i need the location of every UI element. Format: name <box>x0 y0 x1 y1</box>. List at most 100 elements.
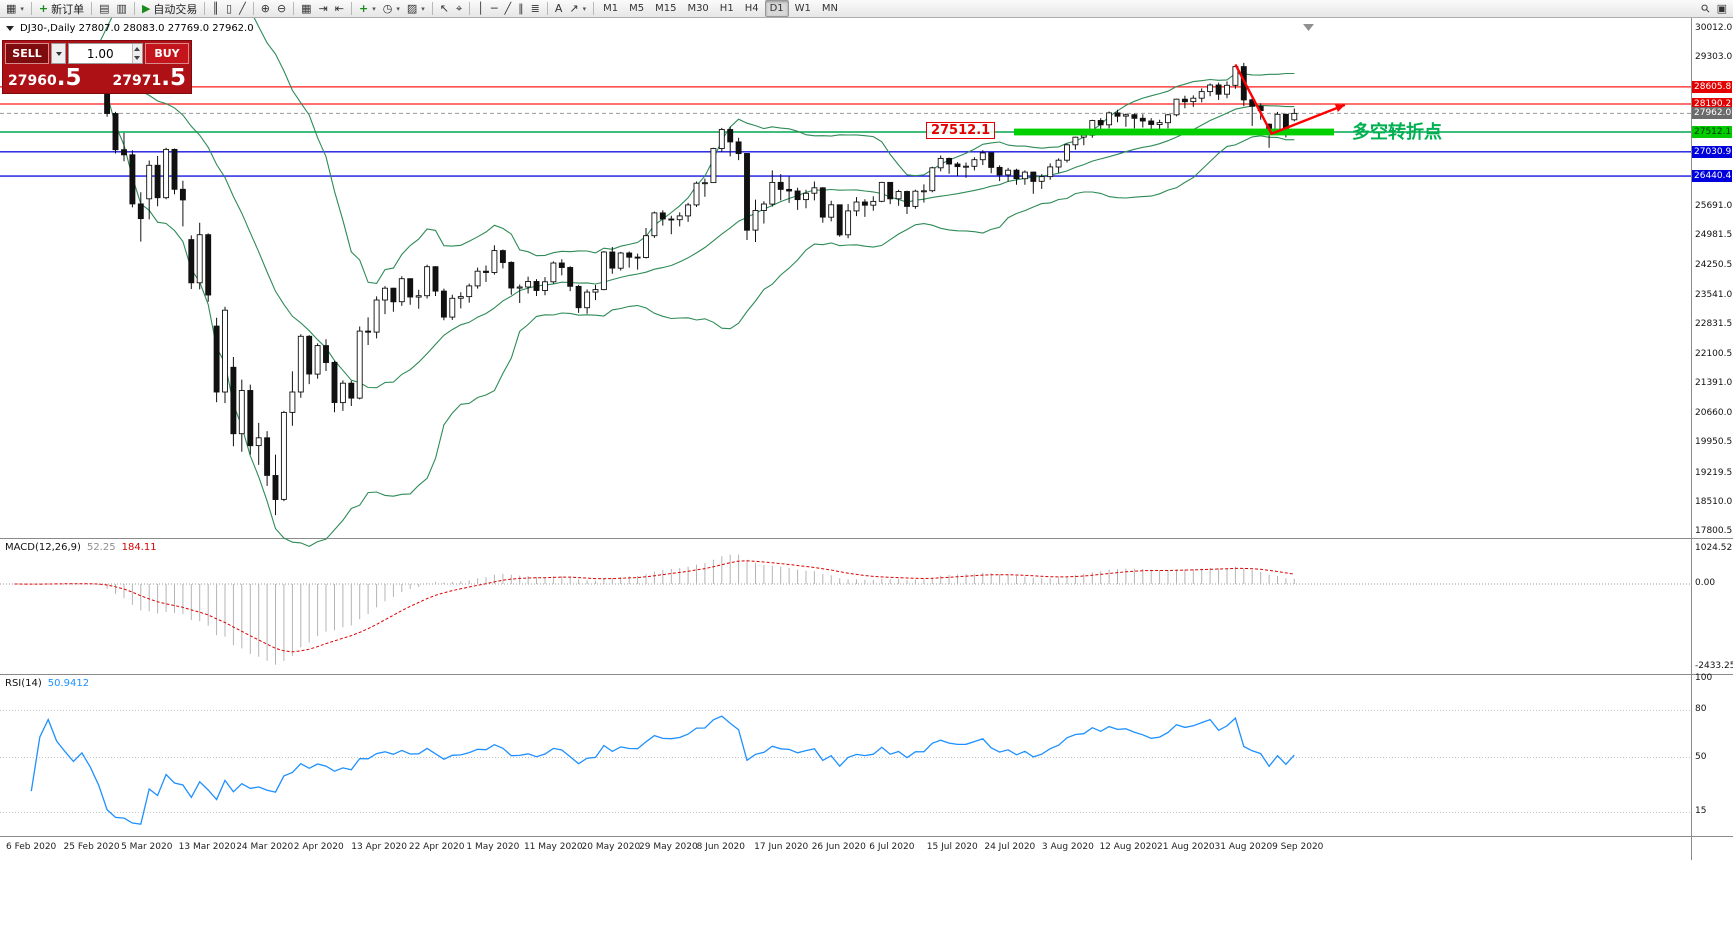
timeframe-m1-button[interactable]: M1 <box>603 3 619 14</box>
macd-histogram <box>22 554 1295 665</box>
vertical-line-icon: │ <box>477 1 484 15</box>
indicators-button[interactable]: + ▾ <box>356 1 379 17</box>
window-layout-button[interactable]: ▣ <box>1714 1 1730 17</box>
rsi-indicator <box>0 709 1691 825</box>
timeframe-m15-button[interactable]: M15 <box>655 3 677 14</box>
timeframe-w1-button[interactable]: W1 <box>794 3 811 14</box>
volume-field <box>68 43 143 64</box>
trend-arrow[interactable] <box>1234 63 1346 136</box>
tile-windows-button[interactable]: ▦ <box>298 1 314 17</box>
timeframe-m5-button[interactable]: M5 <box>629 3 645 14</box>
timeframe-mn-button[interactable]: MN <box>821 3 838 14</box>
buy-price-main: 27971 <box>112 73 162 89</box>
templates-icon: ▨ <box>406 1 418 15</box>
toolbar-separator <box>293 2 295 15</box>
vertical-line-button[interactable]: │ <box>474 1 487 17</box>
equidistant-channel-button[interactable]: ∥ <box>515 1 527 17</box>
tile-windows-icon: ▦ <box>301 1 312 15</box>
toolbar-separator <box>30 2 32 15</box>
support-band[interactable] <box>1014 128 1334 136</box>
new-order-button-label: 新订单 <box>51 2 85 16</box>
volume-input[interactable] <box>69 44 132 63</box>
date-axis-label: 21 Aug 2020 <box>1157 842 1215 852</box>
buy-button[interactable]: BUY <box>145 43 189 64</box>
rsi-indicator-label: RSI(14) 50.9412 <box>5 678 95 689</box>
chart-title: DJ30-,Daily 27807.0 28083.0 27769.0 2796… <box>4 23 254 34</box>
text-tool-button[interactable]: A <box>552 1 566 17</box>
data-window-button[interactable]: ▥ <box>114 1 130 17</box>
toolbar-separator <box>351 2 353 15</box>
price-axis-label: 25691.0 <box>1695 200 1733 211</box>
date-axis-label: 31 Aug 2020 <box>1214 842 1273 852</box>
bar-chart-type-button[interactable]: ║ <box>209 1 222 17</box>
equidistant-channel-icon: ∥ <box>518 1 524 15</box>
toolbar-separator <box>133 2 135 15</box>
one-click-collapse-toggle[interactable] <box>6 26 14 31</box>
fibonacci-icon: ≣ <box>530 1 540 15</box>
periods-button[interactable]: ◷ ▾ <box>380 1 403 17</box>
auto-trading-button[interactable]: ▶ 自动交易 <box>139 1 200 17</box>
macd-main-value: 52.25 <box>86 542 116 553</box>
pane-dividers[interactable] <box>0 18 1733 860</box>
price-axis-label: 22831.5 <box>1695 318 1733 329</box>
auto-scroll-button[interactable]: ⇥ <box>316 1 331 17</box>
volume-decrease-button[interactable] <box>132 53 142 63</box>
search-button[interactable]: ⚲ <box>1698 1 1713 17</box>
timeframe-m30-button[interactable]: M30 <box>687 3 709 14</box>
new-chart-button[interactable]: ▦ ▾ <box>3 1 27 17</box>
chevron-down-icon <box>55 51 62 56</box>
candlestick-type-button[interactable]: ▯ <box>223 1 235 17</box>
toolbar-separator <box>469 2 471 15</box>
support-price-label[interactable]: 27512.1 <box>925 121 996 139</box>
market-watch-button[interactable]: ▤ <box>96 1 112 17</box>
date-axis[interactable]: 6 Feb 2020 25 Feb 2020 5 Mar 2020 13 Mar 20… <box>0 837 1733 861</box>
macd-name: MACD(12,26,9) <box>5 542 81 553</box>
crosshair-icon: ⌖ <box>456 1 463 15</box>
horizontal-line-button[interactable]: ─ <box>488 1 501 17</box>
chart-shift-button[interactable]: ⇤ <box>332 1 347 17</box>
sell-button[interactable]: SELL <box>5 43 49 64</box>
zoom-out-button[interactable]: ⊖ <box>274 1 289 17</box>
window-layout-icon: ▣ <box>1716 1 1727 15</box>
annotation-note-text[interactable]: 多空转折点 <box>1352 122 1442 143</box>
one-click-trading-panel: SELL BUY 27960.5 27971.5 <box>2 40 192 94</box>
new-order-button[interactable]: + 新订单 <box>36 1 87 17</box>
price-badge: 27512.1 <box>1692 125 1732 138</box>
crosshair-button[interactable]: ⌖ <box>453 1 465 17</box>
new-order-icon: + <box>38 1 49 15</box>
price-badge: 26440.4 <box>1692 170 1732 183</box>
chart-shift-icon: ⇤ <box>334 1 345 15</box>
periods-icon: ◷ <box>382 1 393 15</box>
price-badge: 27030.9 <box>1692 145 1732 158</box>
price-axis-label: 19219.5 <box>1695 467 1733 478</box>
date-axis-label: 9 Sep 2020 <box>1272 842 1324 852</box>
cursor-button[interactable]: ↖ <box>437 1 452 17</box>
arrows-tool-button[interactable]: ↗ ▾ <box>566 1 589 17</box>
zoom-out-icon: ⊖ <box>276 1 287 15</box>
trendline-button[interactable]: ╱ <box>501 1 514 17</box>
order-type-dropdown[interactable] <box>51 43 66 64</box>
timeframe-h4-button[interactable]: H4 <box>744 3 759 14</box>
timeframe-h1-button[interactable]: H1 <box>719 3 734 14</box>
chart-shift-marker[interactable] <box>1303 24 1314 31</box>
dropdown-arrow-icon: ▾ <box>20 4 24 13</box>
price-axis[interactable]: 30012.0 29303.0 25691.0 24981.5 24250.5 23541… <box>1691 18 1733 860</box>
zoom-in-icon: ⊕ <box>260 1 270 15</box>
price-axis-label: 21391.0 <box>1695 378 1733 389</box>
toolbar-separator <box>91 2 93 15</box>
date-axis-label: 3 Aug 2020 <box>1041 842 1094 852</box>
fibonacci-button[interactable]: ≣ <box>528 1 543 17</box>
price-axis-label: 22100.5 <box>1695 348 1733 359</box>
price-axis-label: 30012.0 <box>1695 23 1733 33</box>
templates-button[interactable]: ▨ ▾ <box>404 1 428 17</box>
chart-title-text: DJ30-,Daily 27807.0 28083.0 27769.0 2796… <box>20 23 254 34</box>
zoom-in-button[interactable]: ⊕ <box>258 1 273 17</box>
rsi-axis-label: 50 <box>1695 751 1707 762</box>
macd-signal-line <box>14 560 1295 653</box>
timeframe-d1-button[interactable]: D1 <box>764 0 789 17</box>
auto-trading-icon: ▶ <box>141 1 151 15</box>
line-chart-type-button[interactable]: ╱ <box>236 1 249 17</box>
rsi-axis-label: 15 <box>1695 806 1707 817</box>
volume-increase-button[interactable] <box>132 44 142 54</box>
